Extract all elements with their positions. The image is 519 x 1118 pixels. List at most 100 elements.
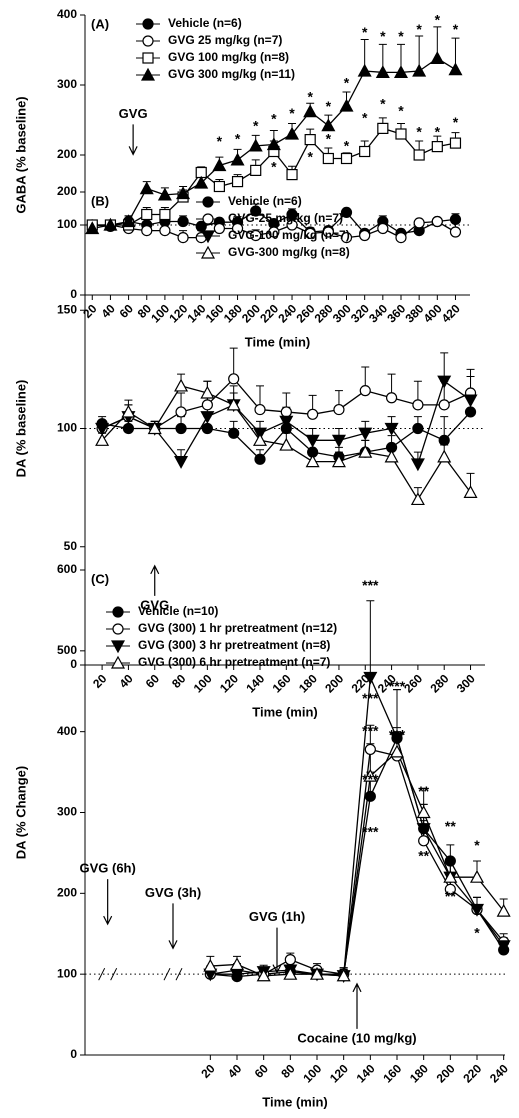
y-tick-label: 150 — [57, 302, 77, 316]
annotation-arrow — [272, 927, 282, 974]
significance-mark: ** — [418, 848, 429, 864]
legend-marker — [202, 213, 214, 225]
marker — [364, 743, 376, 756]
series-line — [210, 677, 505, 977]
legend-label: GVG 25 mg/kg (n=7) — [168, 33, 282, 47]
axis-break — [98, 967, 118, 981]
annotation: GVG (1h) — [249, 909, 305, 924]
significance-mark: * — [344, 74, 350, 90]
significance-mark: *** — [362, 771, 379, 787]
marker — [268, 226, 280, 238]
significance-mark: *** — [389, 726, 406, 742]
marker — [254, 403, 266, 416]
marker — [340, 152, 353, 165]
marker — [359, 145, 371, 158]
x-tick-label: 60 — [252, 1061, 272, 1081]
significance-mark: ** — [418, 783, 429, 799]
marker — [228, 373, 240, 385]
x-tick-label: 300 — [454, 671, 478, 695]
marker — [437, 449, 452, 463]
marker — [463, 485, 478, 498]
significance-mark: *** — [362, 722, 379, 738]
marker — [412, 399, 424, 411]
significance-mark: ** — [445, 888, 456, 904]
marker — [410, 458, 425, 472]
marker — [333, 403, 345, 416]
x-tick-label: 160 — [270, 671, 294, 695]
marker — [286, 219, 298, 231]
legend-label: GVG 300 mg/kg (n=11) — [168, 67, 295, 81]
x-axis-label: Time (min) — [252, 704, 318, 719]
marker — [416, 805, 431, 819]
marker — [418, 835, 430, 847]
legend-label: Vehicle (n=6) — [168, 16, 242, 30]
legend-label: GVG-300 mg/kg (n=8) — [228, 245, 350, 259]
marker — [95, 433, 110, 446]
marker — [464, 406, 477, 418]
significance-mark: * — [362, 109, 368, 125]
x-tick-label: 100 — [300, 1061, 324, 1085]
significance-mark: * — [307, 88, 313, 104]
marker — [449, 137, 462, 149]
significance-mark: * — [416, 123, 422, 139]
marker — [226, 397, 241, 411]
error-bar — [366, 600, 375, 678]
significance-mark: * — [380, 95, 386, 111]
significance-mark: * — [217, 133, 223, 149]
legend-label: GVG (300) 3 hr pretreatment (n=8) — [138, 638, 330, 652]
marker — [147, 421, 162, 435]
marker — [159, 225, 171, 237]
marker — [363, 768, 378, 782]
annotation: GVG (6h) — [79, 861, 135, 876]
y-tick-label: 400 — [57, 724, 77, 738]
marker — [384, 449, 399, 463]
x-tick-label: 200 — [322, 671, 346, 695]
marker — [384, 422, 399, 436]
marker — [336, 968, 351, 982]
x-tick-label: 60 — [143, 671, 163, 691]
y-tick-label: 200 — [57, 147, 77, 161]
marker — [304, 227, 316, 239]
significance-mark: ** — [445, 818, 456, 834]
significance-mark: * — [307, 149, 313, 165]
significance-mark: * — [271, 158, 277, 174]
marker — [285, 126, 300, 140]
legend-label: Vehicle (n=6) — [228, 194, 302, 208]
marker — [228, 427, 240, 439]
marker — [286, 169, 298, 181]
marker — [307, 408, 319, 420]
panel: 0100200300400204060801001201401601802002… — [13, 7, 470, 349]
significance-mark: * — [435, 11, 441, 27]
legend-marker — [112, 606, 124, 618]
marker — [340, 232, 353, 244]
y-tick-label: 500 — [57, 643, 77, 657]
marker — [141, 208, 153, 221]
marker — [203, 958, 218, 972]
marker — [195, 220, 207, 232]
significance-mark: * — [253, 118, 259, 134]
marker — [230, 152, 245, 166]
marker — [280, 406, 292, 418]
marker — [322, 226, 334, 238]
panel-label: (A) — [91, 16, 109, 31]
y-tick-label: 100 — [57, 217, 77, 231]
marker — [213, 222, 225, 235]
significance-mark: * — [398, 28, 404, 44]
legend-marker — [142, 35, 154, 47]
significance-mark: *** — [362, 823, 379, 839]
x-tick-label: 180 — [407, 1061, 431, 1085]
annotation: GVG — [140, 597, 169, 612]
significance-mark: * — [474, 837, 480, 853]
marker — [303, 104, 318, 118]
marker — [177, 232, 189, 244]
marker — [358, 444, 373, 458]
significance-mark: * — [453, 21, 459, 37]
marker — [85, 221, 100, 235]
marker — [250, 205, 262, 217]
marker — [438, 434, 450, 446]
y-tick-label: 400 — [57, 7, 77, 21]
marker — [283, 966, 298, 980]
significance-mark: * — [474, 924, 480, 940]
significance-mark: * — [326, 98, 332, 114]
marker — [444, 855, 456, 867]
